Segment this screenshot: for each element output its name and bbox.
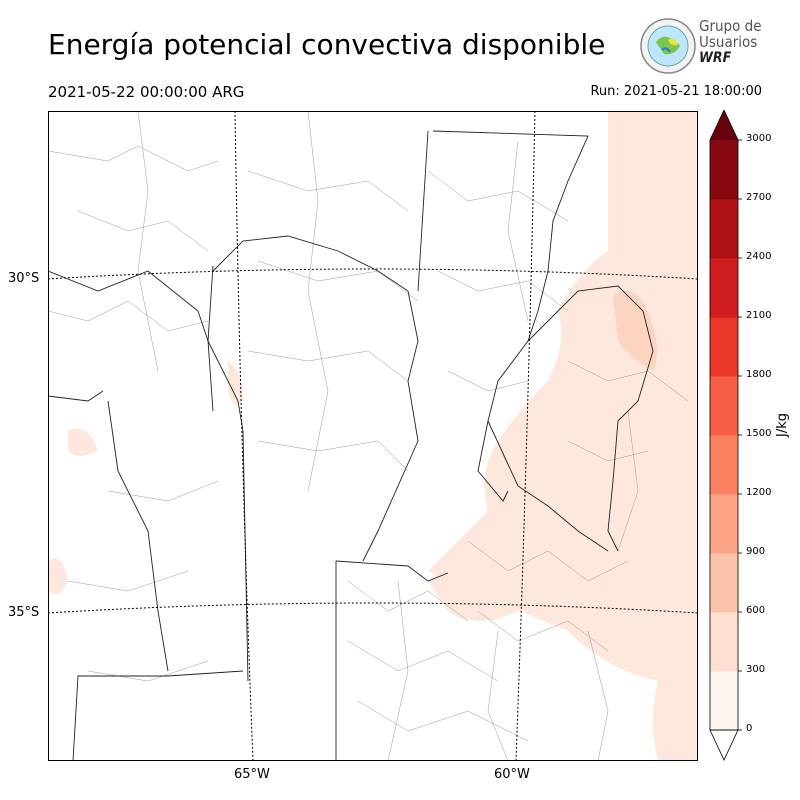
colorbar-tick-label: 1200 [746,487,772,498]
colorbar-segment [710,435,738,495]
colorbar-segment [710,553,738,613]
colorbar-tick-label: 1500 [746,428,772,439]
lat-label-35s: 35°S [8,605,40,620]
graticule [48,111,698,761]
colorbar-segment [710,140,738,200]
cape-map [48,111,698,761]
colorbar-outline [709,110,739,731]
cape-shading-mid [613,291,657,371]
colorbar-tick-label: 1800 [746,369,772,380]
colorbar-tick-label: 2100 [746,310,772,321]
lon-label-60w: 60°W [494,767,530,782]
colorbar-tick-label: 2400 [746,251,772,262]
department-boundaries [48,111,689,761]
lon-label-65w: 65°W [234,767,270,782]
cape-shading [48,111,698,761]
globe-icon [640,18,696,74]
colorbar-segment [710,494,738,554]
map-title: Energía potencial convectiva disponible [48,28,606,61]
logo-line-2: Usuarios [699,33,758,51]
colorbar-tick-label: 2700 [746,192,772,203]
colorbar-segment [710,199,738,259]
logo-line-3: WRF [699,50,732,66]
colorbar-segment [710,671,738,731]
colorbar-tick-label: 900 [746,546,766,557]
colorbar-tick-label: 3000 [746,133,772,144]
colorbar-segment [710,612,738,672]
colorbar-max-extend [710,110,738,140]
lat-label-30s: 30°S [8,271,40,286]
colorbar-min-extend [709,729,739,761]
colorbar-segment [710,376,738,436]
colorbar-segment [710,317,738,377]
run-time: Run: 2021-05-21 18:00:00 [590,84,762,99]
colorbar-tick-label: 0 [746,723,753,734]
colorbar-tick-label: 600 [746,605,766,616]
province-boundaries [48,130,654,761]
wrf-logo: Grupo de Usuarios WRF [638,16,768,76]
colorbar-segment [710,258,738,318]
colorbar [709,110,742,761]
colorbar-tick-label: 300 [746,664,766,675]
valid-time: 2021-05-22 00:00:00 ARG [48,83,245,101]
logo-line-1: Grupo de [699,17,762,35]
colorbar-unit: J/kg [775,413,790,437]
